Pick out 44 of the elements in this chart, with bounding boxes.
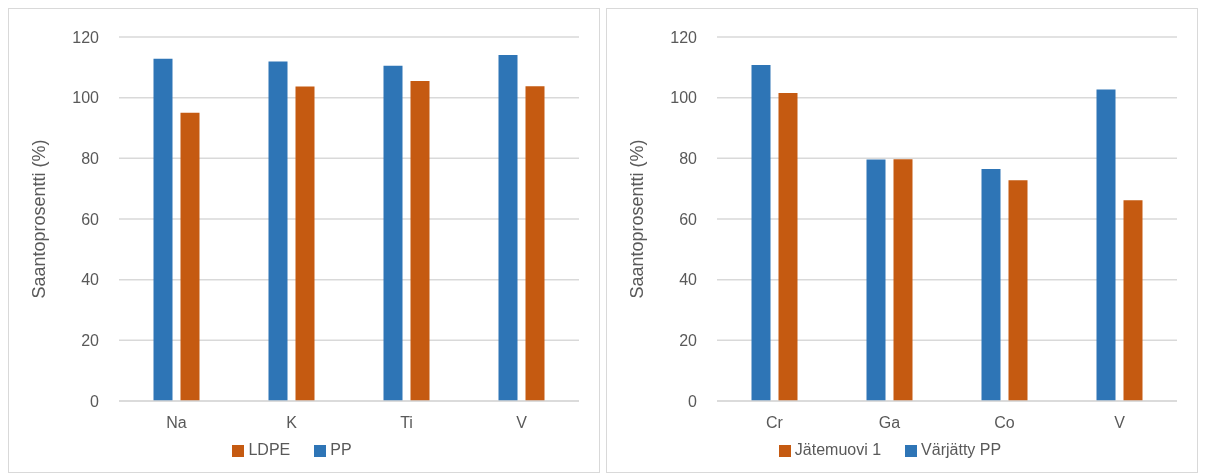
bar — [751, 64, 771, 401]
bar — [498, 54, 518, 401]
y-tick-label: 120 — [670, 28, 698, 46]
y-tick-label: 0 — [90, 392, 100, 410]
y-tick-label: 60 — [679, 210, 698, 228]
y-tick-label: 20 — [81, 332, 100, 350]
bar — [410, 80, 430, 401]
y-tick-label: 120 — [72, 28, 100, 46]
bar — [295, 86, 315, 401]
y-tick-label: 20 — [679, 332, 698, 350]
legend-label: PP — [330, 441, 352, 458]
legend-label: LDPE — [248, 441, 291, 458]
bar — [1096, 89, 1116, 401]
x-tick-label: Ti — [400, 414, 413, 432]
legend-label: Jätemuovi 1 — [794, 441, 882, 458]
y-axis-title: Saantoprosentti (%) — [627, 139, 648, 299]
bar — [893, 159, 913, 401]
y-tick-label: 40 — [81, 271, 100, 289]
y-tick-label: 100 — [670, 89, 698, 107]
x-tick-label: Cr — [766, 414, 784, 432]
x-tick-label: V — [1114, 414, 1126, 432]
bar — [180, 112, 200, 401]
y-axis-title: Saantoprosentti (%) — [29, 139, 50, 299]
y-tick-label: 0 — [688, 392, 698, 410]
y-tick-label: 40 — [679, 271, 698, 289]
bar — [383, 65, 403, 401]
bar — [153, 58, 173, 401]
bar — [268, 61, 288, 401]
bar — [866, 159, 886, 401]
bar — [981, 168, 1001, 401]
x-tick-label: Co — [994, 414, 1015, 432]
y-tick-label: 80 — [81, 150, 100, 168]
bar — [778, 93, 798, 401]
y-tick-label: 100 — [72, 89, 100, 107]
x-tick-label: Ga — [878, 414, 901, 432]
bar — [1008, 180, 1028, 401]
y-tick-label: 80 — [679, 150, 698, 168]
bar — [1123, 200, 1143, 401]
y-tick-label: 60 — [81, 210, 100, 228]
bar — [525, 86, 545, 401]
x-tick-label: K — [286, 414, 298, 432]
x-tick-label: V — [516, 414, 528, 432]
x-tick-label: Na — [166, 414, 187, 432]
legend-label: Värjätty PP — [921, 441, 1002, 458]
